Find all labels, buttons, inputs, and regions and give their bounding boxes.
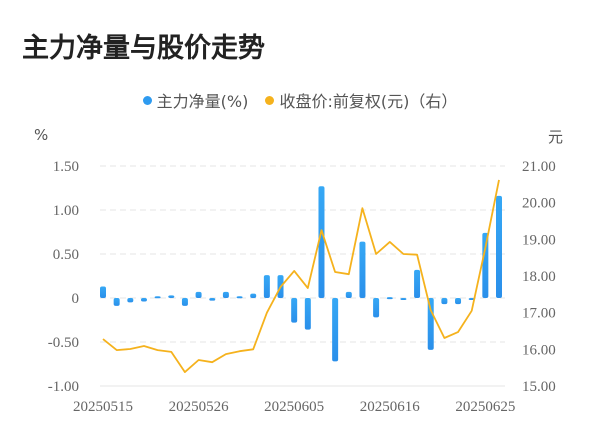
net-volume-bar[interactable] — [427, 298, 434, 350]
net-volume-bar[interactable] — [127, 298, 134, 303]
right-axis-tick: 16.00 — [522, 342, 556, 358]
net-volume-bar[interactable] — [154, 296, 161, 299]
close-price-line[interactable] — [102, 179, 500, 374]
net-volume-bar[interactable] — [386, 297, 393, 300]
net-volume-bar[interactable] — [236, 296, 243, 299]
left-axis-unit: % — [34, 126, 49, 144]
chart-title: 主力净量与股价走势 — [22, 33, 265, 64]
legend-dot-blue-icon — [142, 95, 152, 105]
net-volume-bar[interactable] — [345, 291, 352, 298]
right-axis-tick: 15.00 — [522, 379, 556, 395]
legend-item-net-volume[interactable]: 主力净量(%) — [142, 88, 249, 112]
left-axis-tick: -0.50 — [48, 335, 79, 351]
x-axis-tick: 20250616 — [360, 399, 421, 415]
x-axis-tick: 20250605 — [264, 399, 324, 415]
left-axis-tick: 1.50 — [53, 159, 79, 175]
net-volume-bar[interactable] — [181, 298, 188, 306]
net-volume-bar[interactable] — [168, 295, 175, 298]
net-volume-bar[interactable] — [441, 298, 448, 305]
net-volume-bar[interactable] — [140, 298, 147, 302]
net-volume-bar[interactable] — [318, 186, 325, 298]
left-axis-tick: 1.00 — [53, 203, 79, 219]
net-volume-bar[interactable] — [291, 298, 298, 323]
left-axis-tick: -1.00 — [48, 379, 79, 395]
legend-item-close-price[interactable]: 收盘价:前复权(元)（右） — [265, 88, 457, 112]
chart-legend: 主力净量(%) 收盘价:前复权(元)（右） — [0, 88, 600, 112]
right-axis-tick: 18.00 — [522, 269, 556, 285]
net-volume-bar[interactable] — [195, 291, 202, 298]
net-volume-bar[interactable] — [482, 232, 489, 298]
x-axis-tick: 20250515 — [73, 399, 133, 415]
legend-label: 主力净量(%) — [156, 92, 249, 111]
net-volume-bar[interactable] — [373, 298, 380, 318]
net-volume-bar[interactable] — [496, 195, 502, 298]
right-axis-tick: 19.00 — [522, 232, 556, 248]
net-volume-bar[interactable] — [113, 298, 120, 306]
right-axis-tick: 20.00 — [522, 196, 556, 212]
legend-dot-orange-icon — [265, 95, 275, 105]
right-axis-tick: 17.00 — [522, 306, 556, 322]
left-axis-tick: 0 — [72, 291, 80, 307]
net-volume-bar[interactable] — [222, 291, 229, 298]
net-volume-bar[interactable] — [400, 298, 407, 300]
net-volume-bar[interactable] — [250, 293, 257, 298]
left-axis-tick: 0.50 — [53, 247, 79, 263]
net-volume-bar[interactable] — [209, 298, 216, 301]
net-volume-bar[interactable] — [304, 298, 311, 330]
right-axis-tick: 21.00 — [522, 159, 556, 175]
net-volume-bar[interactable] — [414, 269, 421, 298]
net-volume-bar[interactable] — [359, 241, 366, 298]
net-volume-bar[interactable] — [455, 298, 462, 305]
net-volume-bar[interactable] — [100, 286, 106, 298]
net-volume-bar[interactable] — [332, 298, 339, 362]
right-axis-unit: 元 — [548, 128, 564, 146]
x-axis-tick: 20250526 — [169, 399, 230, 415]
x-axis-tick: 20250625 — [455, 399, 515, 415]
net-volume-bar[interactable] — [263, 275, 270, 298]
legend-label: 收盘价:前复权(元)（右） — [279, 92, 458, 111]
net-volume-bar[interactable] — [468, 298, 475, 300]
